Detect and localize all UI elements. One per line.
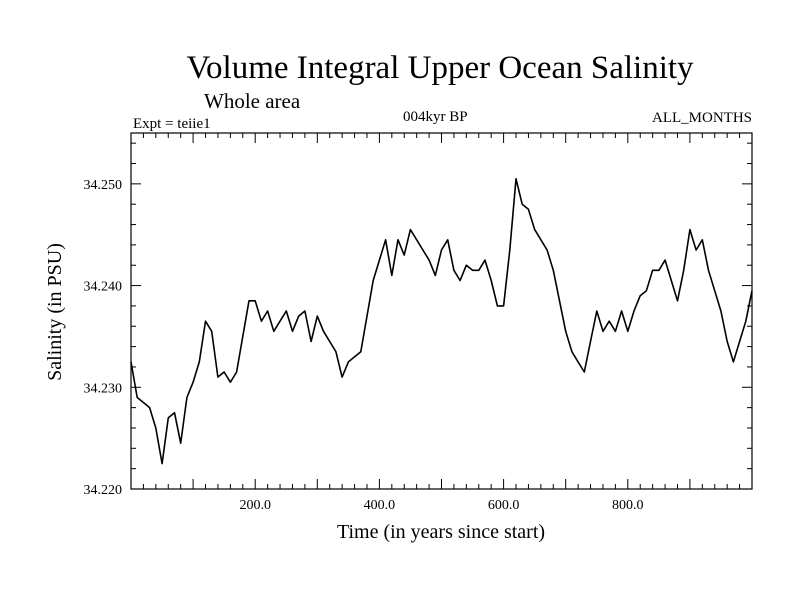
axis-tick-labels: 200.0 400.0 600.0 800.0 34.220 34.230 34.240 34… xyxy=(84,178,644,513)
y-tick-label: 34.220 xyxy=(84,483,123,498)
x-axis-label: Time (in years since start) xyxy=(337,521,545,543)
y-tick-label: 34.230 xyxy=(84,381,123,396)
months-label: ALL_MONTHS xyxy=(652,110,752,126)
period-label: 004kyr BP xyxy=(403,109,468,125)
y-tick-label: 34.240 xyxy=(84,280,123,295)
x-tick-label: 400.0 xyxy=(364,498,396,513)
x-tick-label: 600.0 xyxy=(488,498,520,513)
axis-ticks xyxy=(131,133,752,489)
plot-frame xyxy=(130,132,753,490)
y-axis-label: Salinity (in PSU) xyxy=(44,243,66,381)
x-tick-label: 800.0 xyxy=(612,498,644,513)
y-tick-label: 34.250 xyxy=(84,178,123,193)
chart-title: Volume Integral Upper Ocean Salinity xyxy=(186,50,694,86)
experiment-label: Expt = teiie1 xyxy=(133,116,211,132)
x-tick-label: 200.0 xyxy=(239,498,271,513)
chart-subtitle: Whole area xyxy=(204,89,301,113)
salinity-series-line xyxy=(130,178,753,465)
